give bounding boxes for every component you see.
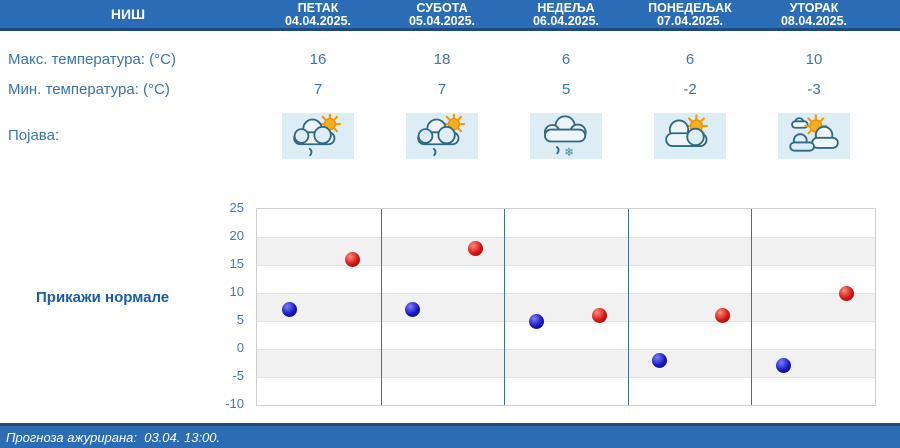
- y-axis-tick-label: -10: [225, 396, 244, 411]
- weather-icon-sun-between-clouds: [778, 113, 850, 159]
- forecast-header: НИШ ПЕТАК 04.04.2025. СУБОТА 05.04.2025.…: [0, 0, 900, 31]
- day-date: 07.04.2025.: [656, 13, 724, 28]
- day-header-4: УТОРАК 08.04.2025.: [752, 1, 876, 28]
- day-header-3: ПОНЕДЕЉАК 07.04.2025.: [628, 1, 752, 28]
- chart-gridline: [257, 349, 875, 350]
- weather-icon-partly-cloudy-rain: [282, 113, 354, 159]
- chart-y-axis: 25 20 15 10 5 0 -5 -10: [186, 167, 244, 415]
- max-temperature-row: Макс. температура: (°C) 16 18 6 6 10: [0, 45, 900, 75]
- max-temp-value: 10: [805, 51, 823, 68]
- min-temperature-row: Мин. температура: (°C) 7 7 5 -2 -3: [0, 75, 900, 105]
- chart-dot-max: [344, 251, 360, 267]
- chart-band: [257, 349, 875, 377]
- chart-band: [257, 377, 875, 405]
- chart-band: [257, 293, 875, 321]
- y-axis-tick-label: 20: [229, 228, 244, 243]
- chart-dot-max: [838, 285, 854, 301]
- forecast-updated-text: Прогноза ажурирана: 03.04. 13:00.: [6, 429, 221, 445]
- weather-icon-partly-cloudy: [654, 113, 726, 159]
- appearance-row: Појава: ❄: [0, 105, 900, 167]
- day-name: НЕДЕЉА: [537, 0, 595, 15]
- day-name: УТОРАК: [789, 0, 839, 15]
- temperature-chart-section: Прикажи нормале 25 20 15 10 5 0 -5 -10: [0, 167, 900, 415]
- chart-dot-max: [468, 240, 484, 256]
- weather-icon-partly-cloudy-rain: [406, 113, 478, 159]
- min-temp-value: 5: [561, 81, 571, 98]
- max-temp-value: 16: [309, 51, 327, 68]
- day-header-0: ПЕТАК 04.04.2025.: [256, 1, 380, 28]
- chart-band: [257, 321, 875, 349]
- chart-gridline: [257, 321, 875, 322]
- day-name: ПЕТАК: [297, 0, 339, 15]
- day-header-1: СУБОТА 05.04.2025.: [380, 1, 504, 28]
- y-axis-tick-label: 25: [229, 200, 244, 215]
- min-temp-value: 7: [313, 81, 323, 98]
- svg-text:❄: ❄: [564, 145, 574, 158]
- min-temp-value: -2: [683, 81, 697, 98]
- max-temp-value: 6: [685, 51, 695, 68]
- location-title: НИШ: [110, 6, 146, 22]
- chart-gridline: [257, 237, 875, 238]
- show-normals-link[interactable]: Прикажи нормале: [36, 289, 170, 306]
- day-date: 08.04.2025.: [780, 13, 848, 28]
- min-temp-value: -3: [807, 81, 821, 98]
- chart-dot-max: [591, 307, 607, 323]
- min-temp-value: 7: [437, 81, 447, 98]
- y-axis-tick-label: 10: [229, 284, 244, 299]
- day-name: СУБОТА: [416, 0, 468, 15]
- chart-gridline: [257, 293, 875, 294]
- chart-dot-min: [405, 302, 421, 318]
- y-axis-tick-label: 15: [229, 256, 244, 271]
- max-temp-label: Макс. температура: (°C): [8, 51, 176, 68]
- chart-dot-min: [652, 352, 668, 368]
- chart-dot-min: [528, 313, 544, 329]
- chart-band: [257, 265, 875, 293]
- chart-day-separator: [751, 209, 753, 405]
- chart-dot-min: [775, 358, 791, 374]
- y-axis-tick-label: -5: [232, 368, 244, 383]
- y-axis-tick-label: 5: [236, 312, 244, 327]
- chart-dot-max: [715, 307, 731, 323]
- chart-plot: [256, 208, 876, 406]
- max-temp-value: 18: [433, 51, 451, 68]
- day-date: 05.04.2025.: [408, 13, 476, 28]
- appearance-label: Појава:: [8, 127, 60, 144]
- day-header-2: НЕДЕЉА 06.04.2025.: [504, 1, 628, 28]
- chart-day-separator: [380, 209, 382, 405]
- chart-day-separator: [627, 209, 629, 405]
- chart-band: [257, 237, 875, 265]
- chart-day-separator: [504, 209, 506, 405]
- chart-dot-min: [281, 302, 297, 318]
- day-name: ПОНЕДЕЉАК: [648, 0, 732, 15]
- y-axis-tick-label: 0: [236, 340, 244, 355]
- weather-icon-cloudy-rain-snow: ❄: [530, 113, 602, 159]
- chart-gridline: [257, 377, 875, 378]
- min-temp-label: Мин. температура: (°C): [8, 81, 170, 98]
- day-date: 04.04.2025.: [284, 13, 352, 28]
- max-temp-value: 6: [561, 51, 571, 68]
- chart-gridline: [257, 265, 875, 266]
- chart-band: [257, 209, 875, 237]
- footer-status-bar: Прогноза ажурирана: 03.04. 13:00.: [0, 423, 900, 448]
- day-date: 06.04.2025.: [532, 13, 600, 28]
